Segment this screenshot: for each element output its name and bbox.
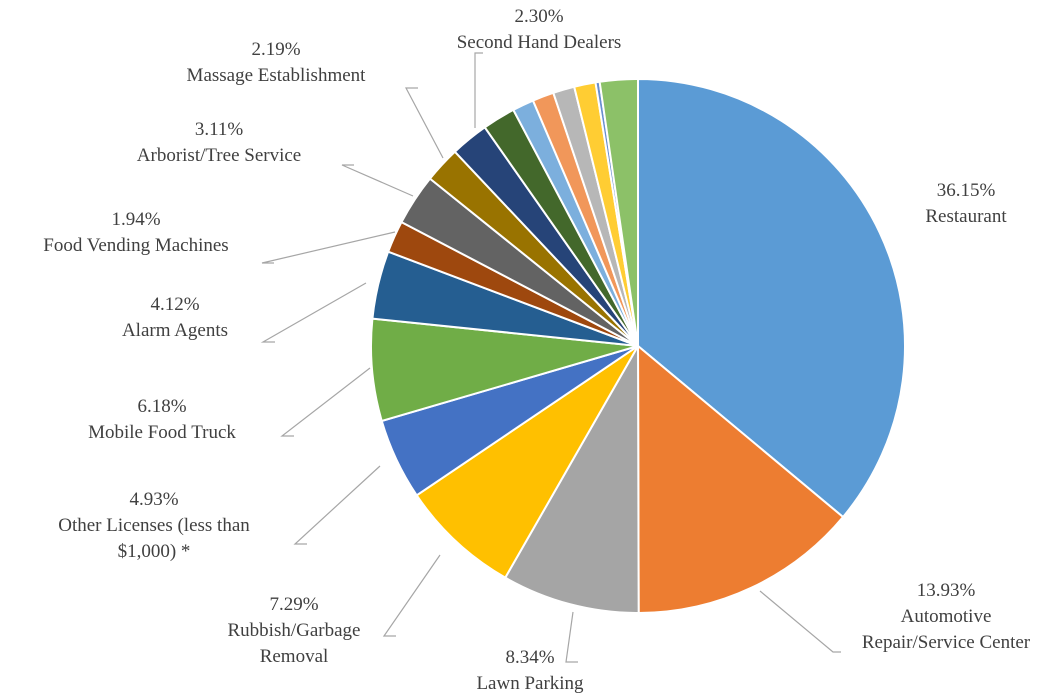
pie-slice — [598, 77, 639, 347]
data-label-value: 2.19% — [251, 39, 300, 60]
pie-slice — [636, 343, 845, 615]
data-label-value: 4.12% — [150, 294, 199, 315]
leader-lines — [260, 52, 841, 663]
data-label-category: Removal — [260, 646, 329, 667]
leader-line — [260, 282, 367, 343]
data-label-category: Repair/Service Center — [862, 632, 1031, 653]
data-label-value: 13.93% — [917, 580, 976, 601]
pie-slice — [503, 342, 640, 615]
data-label-value: 6.18% — [137, 396, 186, 417]
data-label-category: Alarm Agents — [122, 320, 228, 341]
data-label-category: Arborist/Tree Service — [137, 145, 301, 166]
data-label-category: Automotive — [901, 606, 992, 627]
data-label-category: Massage Establishment — [187, 65, 367, 86]
leader-line — [474, 52, 483, 128]
leader-line — [261, 231, 396, 264]
data-label-value: 7.29% — [269, 594, 318, 615]
data-label-category: Food Vending Machines — [43, 235, 228, 256]
pie-slices — [370, 77, 906, 615]
data-label-category: Lawn Parking — [476, 673, 584, 694]
data-label-value: 3.11% — [195, 119, 244, 140]
data-label-value: 36.15% — [937, 180, 996, 201]
leader-line — [405, 87, 444, 159]
leader-line — [280, 367, 371, 437]
data-label-value: 8.34% — [505, 647, 554, 668]
data-label-value: 4.93% — [129, 489, 178, 510]
pie-slice — [415, 345, 639, 580]
data-label-value: 2.30% — [514, 6, 563, 27]
data-label-category: Restaurant — [925, 206, 1007, 227]
data-label-category: Other Licenses (less than — [58, 515, 250, 536]
pie-slice — [637, 77, 906, 519]
data-label-category: Rubbish/Garbage — [228, 620, 361, 641]
leader-line — [341, 164, 414, 197]
data-label-category: Mobile Food Truck — [88, 422, 236, 443]
leader-line — [759, 590, 841, 653]
slice-labels: 36.15% Restaurant 13.93% Automotive Repair/S… — [43, 6, 1031, 694]
leader-line — [382, 554, 441, 637]
leader-line — [293, 465, 381, 545]
data-label-category: $1,000) * — [118, 541, 191, 562]
leader-line — [565, 611, 578, 663]
data-label-category: Second Hand Dealers — [457, 32, 622, 53]
data-label-value: 1.94% — [111, 209, 160, 230]
